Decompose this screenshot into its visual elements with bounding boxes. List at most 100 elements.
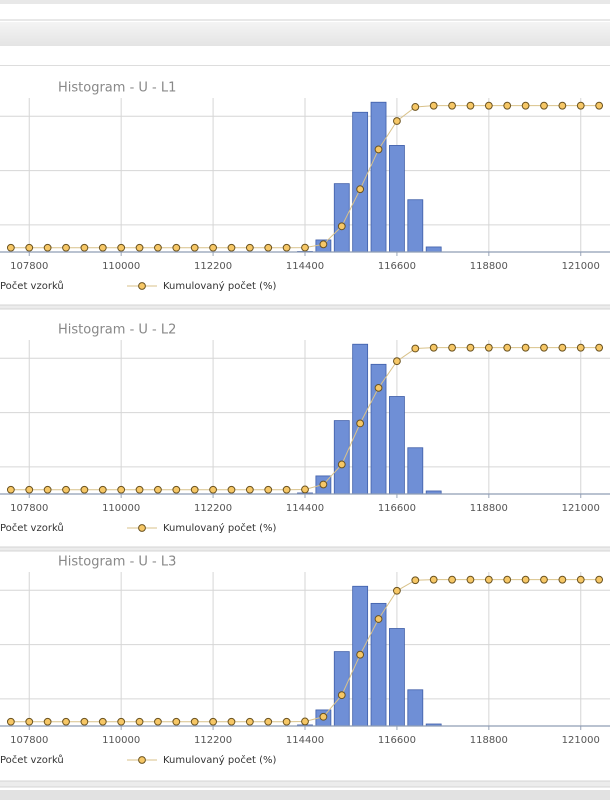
cumulative-point bbox=[227, 243, 236, 252]
bar bbox=[352, 111, 369, 253]
cumulative-point bbox=[98, 717, 107, 726]
cumulative-point bbox=[6, 485, 15, 494]
cumulative-point bbox=[282, 717, 291, 726]
cumulative-point bbox=[264, 717, 273, 726]
cumulative-point bbox=[429, 575, 438, 584]
cumulative-point bbox=[337, 691, 346, 700]
cumulative-point bbox=[98, 243, 107, 252]
cumulative-point bbox=[576, 343, 585, 352]
cumulative-point bbox=[319, 712, 328, 721]
bar bbox=[407, 689, 424, 727]
cumulative-point bbox=[135, 717, 144, 726]
cumulative-point bbox=[595, 575, 604, 584]
cumulative-point bbox=[337, 222, 346, 231]
chart-title: Histogram - U - L3 bbox=[58, 555, 176, 570]
cumulative-point bbox=[98, 485, 107, 494]
cumulative-point bbox=[172, 243, 181, 252]
cumulative-point bbox=[209, 485, 217, 494]
cumulative-point bbox=[429, 343, 438, 352]
legend-label: Kumulovaný počet (%) bbox=[163, 522, 276, 534]
chart: Histogram - U - L15001500250010780011000… bbox=[0, 81, 610, 292]
cumulative-point bbox=[540, 343, 548, 352]
x-tick-label: 112200 bbox=[194, 503, 232, 514]
cumulative-point bbox=[209, 717, 217, 726]
cumulative-point bbox=[393, 586, 401, 595]
x-tick-label: 118800 bbox=[470, 735, 508, 746]
cumulative-point bbox=[6, 717, 15, 726]
cumulative-point bbox=[374, 383, 383, 392]
x-tick-label: 116600 bbox=[378, 503, 416, 514]
bar bbox=[389, 396, 405, 495]
legend-marker bbox=[138, 756, 146, 764]
cumulative-point bbox=[172, 485, 181, 494]
cumulative-point bbox=[503, 343, 512, 352]
cumulative-point bbox=[43, 717, 52, 726]
cumulative-point bbox=[503, 575, 512, 584]
bar bbox=[370, 101, 387, 253]
cumulative-point bbox=[521, 343, 530, 352]
cumulative-point bbox=[337, 460, 346, 469]
bar bbox=[407, 447, 424, 495]
cumulative-point bbox=[135, 485, 144, 494]
legend-label: Kumulovaný počet (%) bbox=[163, 280, 276, 292]
bar bbox=[425, 246, 442, 253]
cumulative-point bbox=[558, 101, 567, 110]
cumulative-point bbox=[62, 485, 70, 494]
cumulative-point bbox=[484, 575, 493, 584]
cumulative-point bbox=[301, 717, 309, 726]
cumulative-point bbox=[411, 344, 420, 353]
bar bbox=[333, 420, 350, 495]
bar bbox=[333, 183, 350, 253]
cumulative-point bbox=[6, 243, 15, 252]
chart-title: Histogram - U - L2 bbox=[58, 323, 176, 338]
bar bbox=[370, 363, 387, 495]
cumulative-point bbox=[301, 243, 309, 252]
cumulative-point bbox=[43, 243, 52, 252]
footer bbox=[0, 790, 610, 800]
cumulative-point bbox=[154, 243, 162, 252]
cumulative-point bbox=[154, 485, 162, 494]
cumulative-point bbox=[117, 717, 126, 726]
panel-separator bbox=[0, 546, 610, 552]
legend-label: Kumulovaný počet (%) bbox=[163, 754, 276, 766]
x-tick-label: 110000 bbox=[102, 503, 140, 514]
cumulative-point bbox=[466, 343, 475, 352]
cumulative-point bbox=[25, 717, 34, 726]
cumulative-point bbox=[540, 575, 548, 584]
x-tick-label: 121000 bbox=[562, 261, 600, 272]
cumulative-point bbox=[484, 101, 493, 110]
cumulative-point bbox=[411, 576, 420, 585]
cumulative-point bbox=[393, 117, 401, 125]
x-tick-label: 118800 bbox=[470, 503, 508, 514]
cumulative-point bbox=[190, 243, 199, 252]
cumulative-point bbox=[190, 485, 199, 494]
legend-label: Počet vzorků bbox=[0, 280, 64, 292]
x-tick-label: 107800 bbox=[10, 735, 48, 746]
x-tick-label: 116600 bbox=[378, 735, 416, 746]
cumulative-point bbox=[282, 243, 291, 252]
bar bbox=[352, 343, 369, 495]
cumulative-point bbox=[558, 343, 567, 352]
cumulative-point bbox=[429, 101, 438, 110]
x-tick-label: 112200 bbox=[194, 735, 232, 746]
panel-separator bbox=[0, 780, 610, 788]
cumulative-point bbox=[154, 717, 162, 726]
cumulative-point bbox=[62, 717, 70, 726]
cumulative-point bbox=[80, 243, 89, 252]
cumulative-point bbox=[393, 357, 401, 366]
x-tick-label: 116600 bbox=[378, 261, 416, 272]
cumulative-point bbox=[540, 101, 548, 110]
x-tick-label: 121000 bbox=[562, 735, 600, 746]
x-tick-label: 112200 bbox=[194, 261, 232, 272]
chart: Histogram - U - L35001500250010780011000… bbox=[0, 555, 610, 766]
cumulative-point bbox=[135, 243, 144, 252]
bar bbox=[389, 628, 405, 727]
cumulative-point bbox=[117, 243, 126, 252]
cumulative-point bbox=[227, 485, 236, 494]
cumulative-point bbox=[356, 650, 365, 659]
cumulative-point bbox=[448, 343, 456, 352]
chart: Histogram - U - L25001500250010780011000… bbox=[0, 323, 610, 534]
cumulative-point bbox=[411, 103, 420, 111]
